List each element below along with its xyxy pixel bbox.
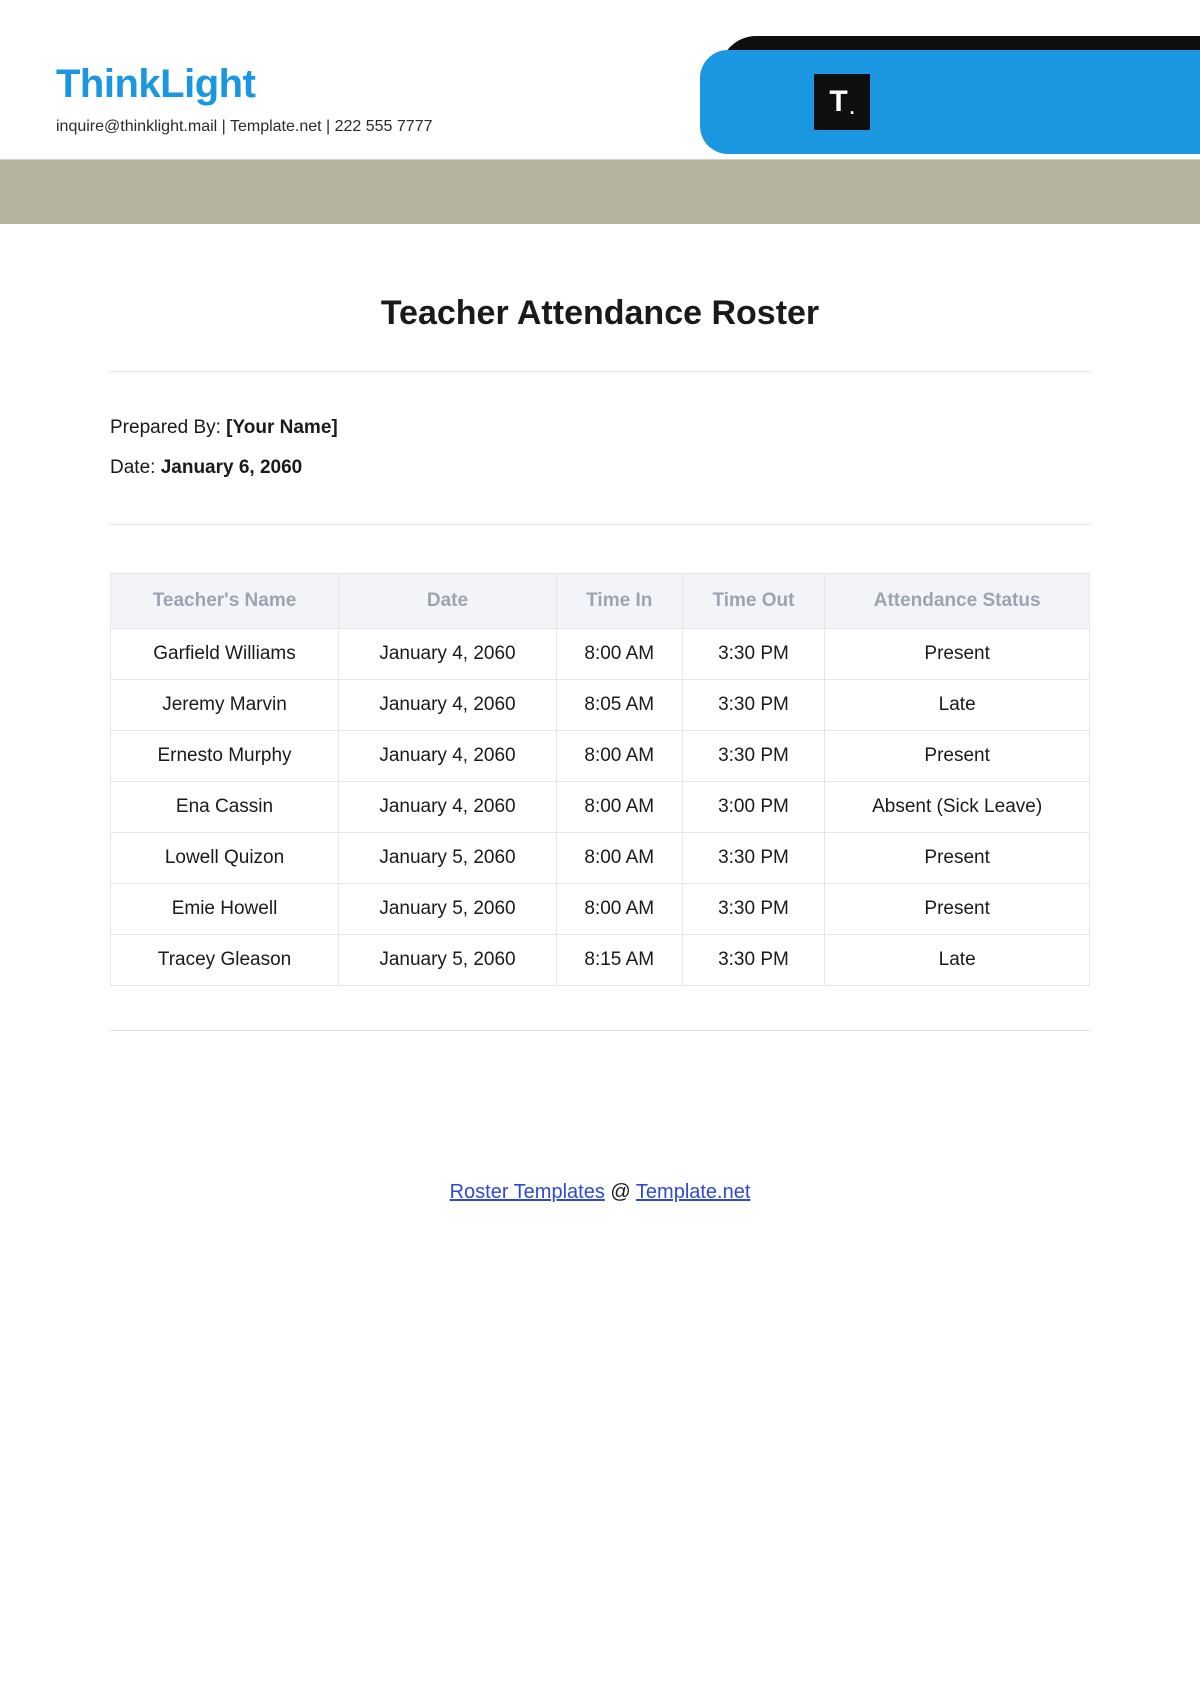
table-cell: Ena Cassin — [111, 781, 339, 832]
footer-link-template[interactable]: Template.net — [636, 1181, 751, 1203]
table-cell: 3:30 PM — [682, 628, 825, 679]
logo-text: T — [829, 85, 847, 119]
col-header: Date — [339, 573, 557, 628]
table-header-row: Teacher's NameDateTime InTime OutAttenda… — [111, 573, 1090, 628]
table-cell: 8:00 AM — [556, 781, 682, 832]
logo-icon: T. — [814, 74, 870, 130]
table-cell: Late — [825, 934, 1090, 985]
table-cell: 8:05 AM — [556, 679, 682, 730]
table-cell: January 5, 2060 — [339, 832, 557, 883]
table-cell: 8:00 AM — [556, 832, 682, 883]
table-cell: January 4, 2060 — [339, 730, 557, 781]
prepared-by-label: Prepared By: — [110, 417, 226, 438]
table-cell: Late — [825, 679, 1090, 730]
table-cell: Emie Howell — [111, 883, 339, 934]
badge-blue-shape — [700, 50, 1200, 154]
col-header: Teacher's Name — [111, 573, 339, 628]
page-header: ThinkLight inquire@thinklight.mail | Tem… — [0, 0, 1200, 160]
table-cell: Jeremy Marvin — [111, 679, 339, 730]
table-cell: Present — [825, 730, 1090, 781]
attendance-table-wrap: Teacher's NameDateTime InTime OutAttenda… — [110, 573, 1090, 986]
table-cell: January 4, 2060 — [339, 781, 557, 832]
footer: Roster Templates @ Template.net — [110, 1181, 1090, 1204]
table-cell: 8:15 AM — [556, 934, 682, 985]
divider-bottom — [110, 1030, 1090, 1031]
prepared-by-line: Prepared By: [Your Name] — [110, 408, 1090, 448]
table-cell: Absent (Sick Leave) — [825, 781, 1090, 832]
prepared-by-value: [Your Name] — [226, 417, 338, 438]
table-head: Teacher's NameDateTime InTime OutAttenda… — [111, 573, 1090, 628]
page-title: Teacher Attendance Roster — [110, 294, 1090, 333]
table-cell: Garfield Williams — [111, 628, 339, 679]
col-header: Attendance Status — [825, 573, 1090, 628]
header-badge: T. — [712, 36, 1200, 140]
table-cell: Present — [825, 628, 1090, 679]
table-row: Garfield WilliamsJanuary 4, 20608:00 AM3… — [111, 628, 1090, 679]
table-cell: 3:30 PM — [682, 934, 825, 985]
table-cell: 3:30 PM — [682, 883, 825, 934]
table-cell: 8:00 AM — [556, 730, 682, 781]
table-row: Ena CassinJanuary 4, 20608:00 AM3:00 PMA… — [111, 781, 1090, 832]
table-row: Tracey GleasonJanuary 5, 20608:15 AM3:30… — [111, 934, 1090, 985]
attendance-table: Teacher's NameDateTime InTime OutAttenda… — [110, 573, 1090, 986]
col-header: Time In — [556, 573, 682, 628]
table-cell: Tracey Gleason — [111, 934, 339, 985]
brand-name: ThinkLight — [56, 62, 255, 107]
date-label: Date: — [110, 457, 161, 478]
table-cell: January 5, 2060 — [339, 883, 557, 934]
table-cell: 3:30 PM — [682, 730, 825, 781]
table-cell: 8:00 AM — [556, 628, 682, 679]
table-cell: Ernesto Murphy — [111, 730, 339, 781]
table-cell: Present — [825, 832, 1090, 883]
footer-link-roster[interactable]: Roster Templates — [450, 1181, 605, 1203]
table-cell: January 4, 2060 — [339, 679, 557, 730]
table-cell: 3:30 PM — [682, 832, 825, 883]
table-cell: 3:00 PM — [682, 781, 825, 832]
table-row: Lowell QuizonJanuary 5, 20608:00 AM3:30 … — [111, 832, 1090, 883]
logo-dot: . — [850, 98, 855, 119]
table-cell: 8:00 AM — [556, 883, 682, 934]
header-gray-bar — [0, 160, 1200, 224]
table-row: Emie HowellJanuary 5, 20608:00 AM3:30 PM… — [111, 883, 1090, 934]
table-cell: January 4, 2060 — [339, 628, 557, 679]
table-row: Ernesto MurphyJanuary 4, 20608:00 AM3:30… — [111, 730, 1090, 781]
table-body: Garfield WilliamsJanuary 4, 20608:00 AM3… — [111, 628, 1090, 985]
document-content: Teacher Attendance Roster Prepared By: [… — [0, 224, 1200, 1204]
divider-mid — [110, 524, 1090, 525]
footer-separator: @ — [605, 1181, 636, 1203]
date-value: January 6, 2060 — [161, 457, 303, 478]
date-line: Date: January 6, 2060 — [110, 448, 1090, 488]
meta-block: Prepared By: [Your Name] Date: January 6… — [110, 372, 1090, 524]
col-header: Time Out — [682, 573, 825, 628]
table-cell: Lowell Quizon — [111, 832, 339, 883]
table-cell: January 5, 2060 — [339, 934, 557, 985]
table-cell: Present — [825, 883, 1090, 934]
table-cell: 3:30 PM — [682, 679, 825, 730]
table-row: Jeremy MarvinJanuary 4, 20608:05 AM3:30 … — [111, 679, 1090, 730]
contact-line: inquire@thinklight.mail | Template.net |… — [56, 118, 433, 136]
